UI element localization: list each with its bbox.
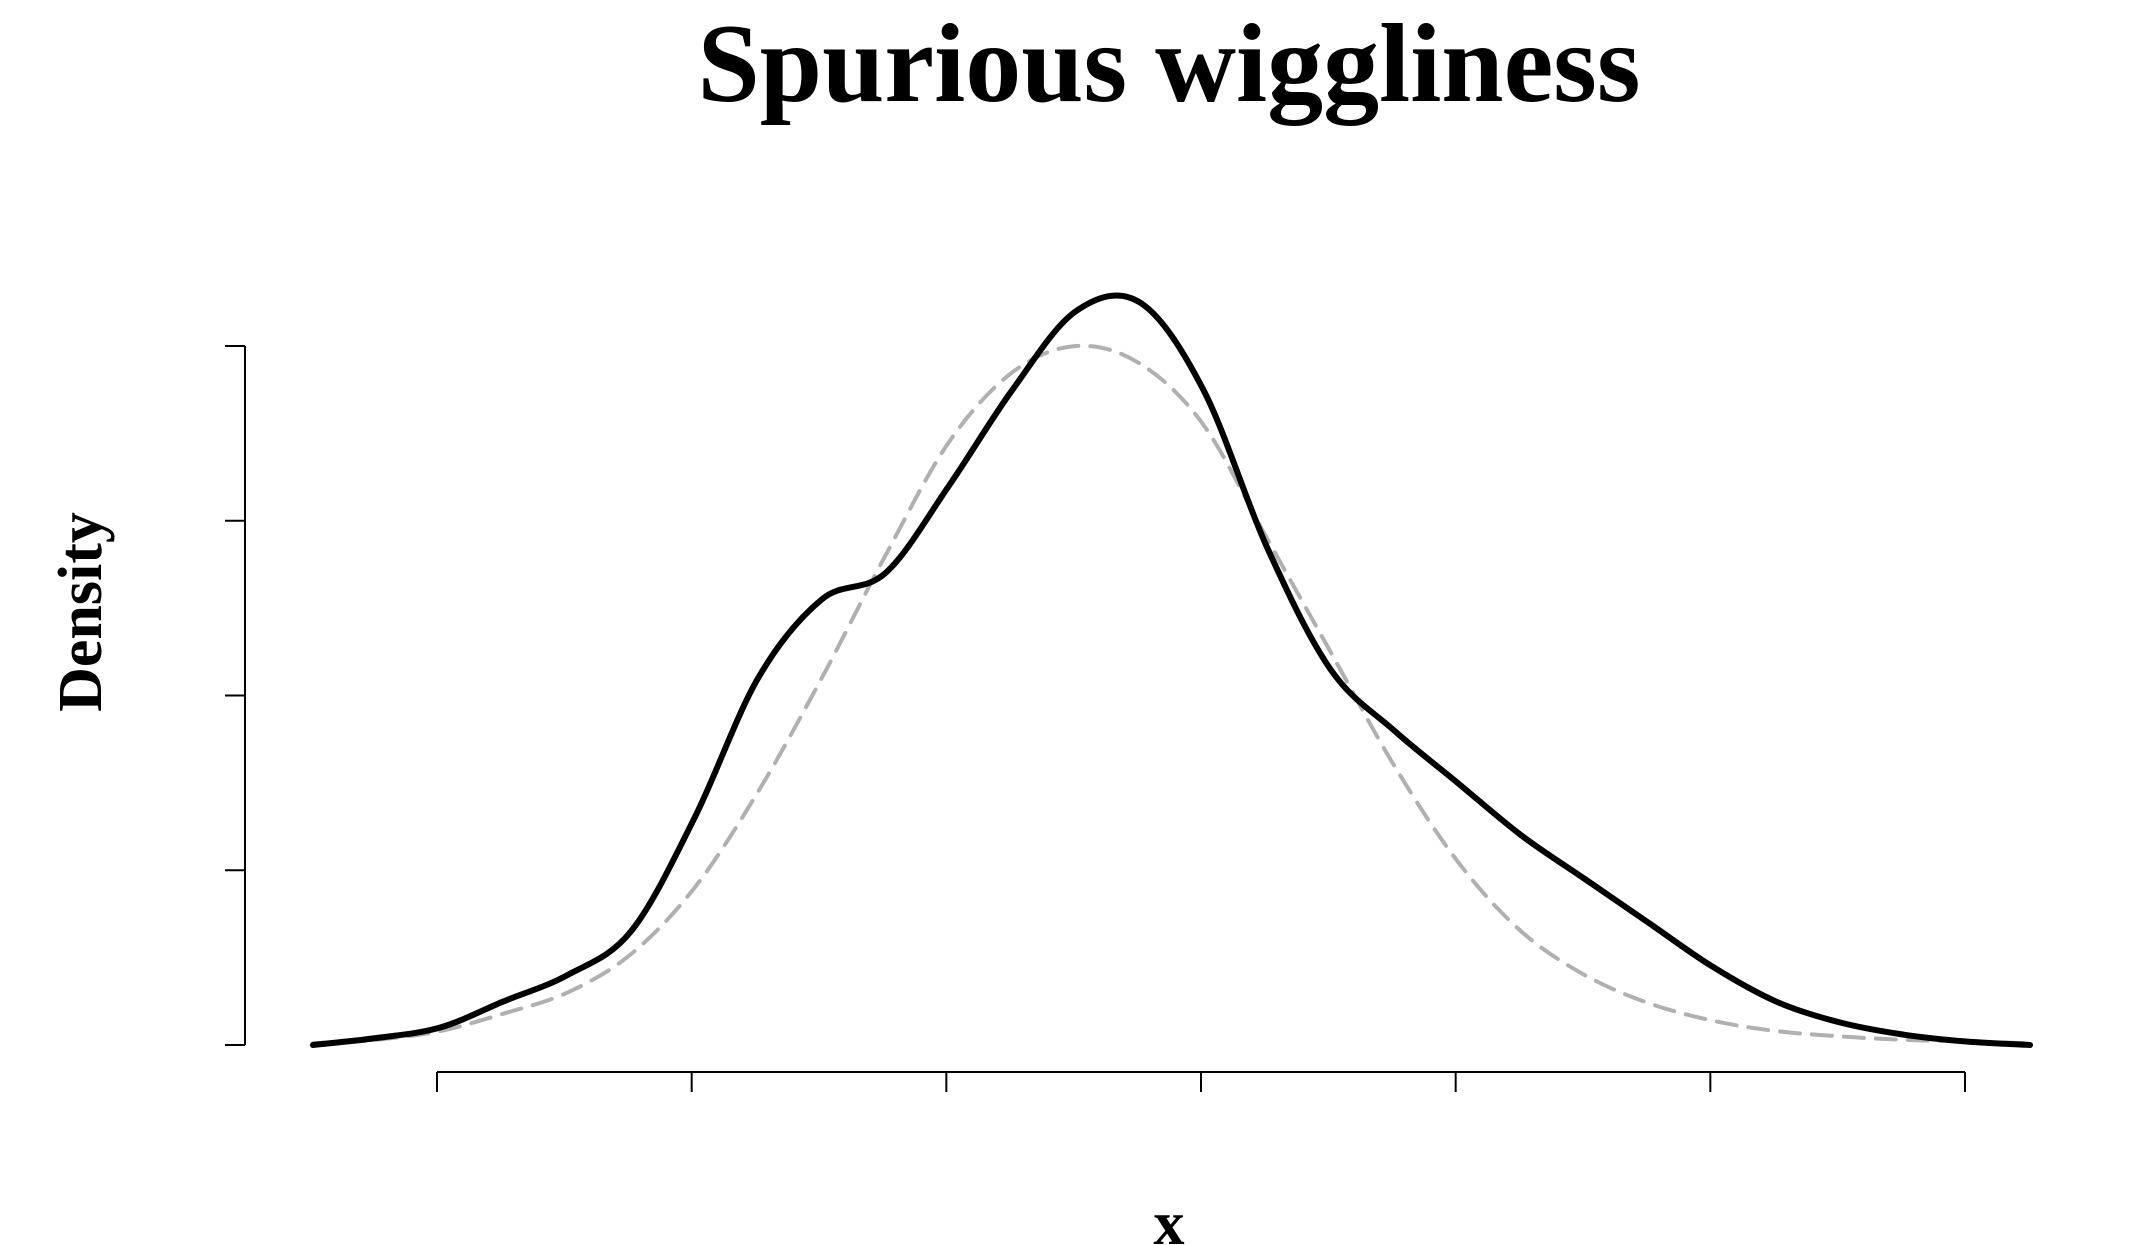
y-axis bbox=[225, 345, 246, 1046]
x-axis-label: x bbox=[1154, 1190, 1185, 1245]
y-axis-label: Density bbox=[47, 512, 115, 712]
reference-density-line bbox=[311, 343, 2032, 1046]
chart-title: Spurious wiggliness bbox=[698, 2, 1641, 126]
series-layer bbox=[310, 292, 2033, 1048]
estimated-density-line bbox=[310, 292, 2033, 1048]
x-axis bbox=[436, 1071, 1966, 1092]
